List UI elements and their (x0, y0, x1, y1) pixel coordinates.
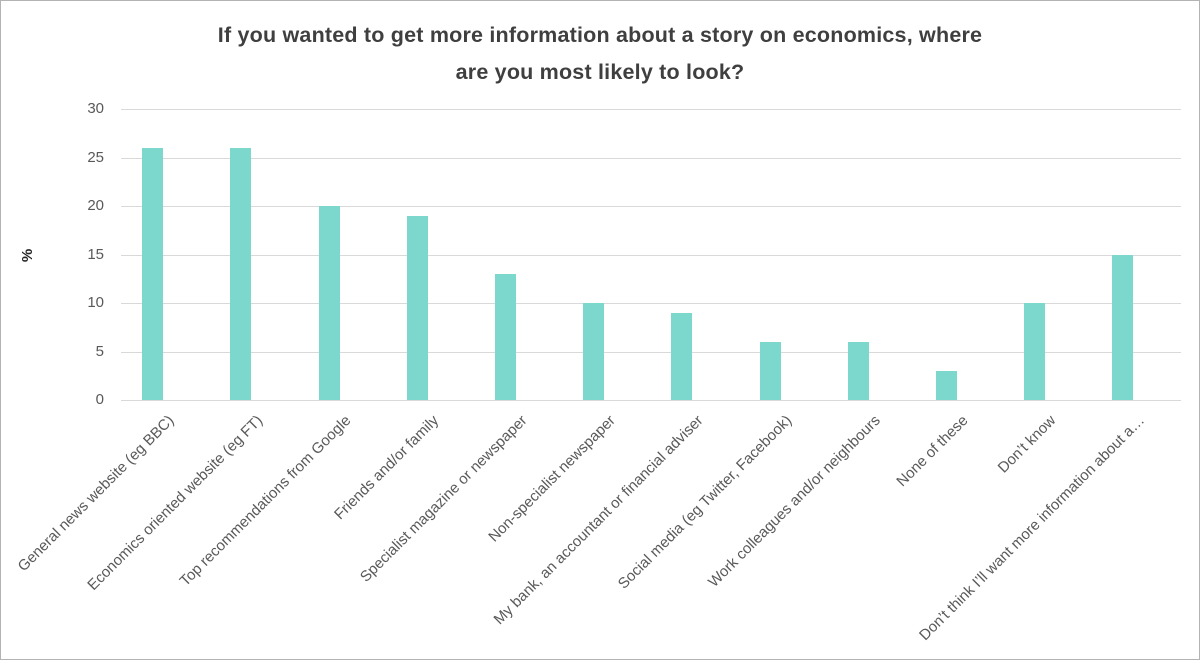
x-category-label-8: Social media (eg Twitter, Facebook) (614, 412, 796, 593)
bar-11 (1024, 303, 1046, 400)
y-tick-label-25: 25 (87, 148, 104, 166)
x-category-label-1: General news website (eg BBC) (14, 412, 178, 575)
bar-4 (406, 215, 428, 400)
bar-8 (759, 341, 781, 400)
y-tick-label-0: 0 (95, 391, 104, 408)
chart-title-line-1: If you wanted to get more information ab… (217, 23, 983, 47)
chart-title-line-2: are you most likely to look? (455, 60, 745, 84)
bar-7 (671, 312, 693, 400)
gridline-y-10 (121, 303, 1181, 304)
bar-10 (936, 370, 957, 400)
y-axis-label: % (19, 248, 37, 263)
x-category-label-3: Top recommendations from Google (176, 412, 355, 590)
gridline-y-20 (121, 206, 1181, 207)
x-category-label-2: Economics oriented website (eg FT) (84, 412, 266, 594)
x-category-label-9: Work colleagues and/or neighbours (704, 412, 884, 591)
x-category-label-10: None of these (893, 412, 972, 491)
y-tick-label-5: 5 (95, 342, 104, 360)
y-tick-label-20: 20 (87, 197, 104, 214)
gridline-y-5 (121, 351, 1181, 353)
bar-1 (142, 147, 164, 400)
gridline-y-30 (121, 109, 1181, 110)
bar-9 (847, 341, 869, 400)
gridline-y-0 (121, 400, 1181, 401)
gridline-y-25 (121, 157, 1181, 159)
x-category-label-5: Specialist magazine or newspaper (356, 412, 531, 586)
x-category-label-11: Don’t know (995, 412, 1060, 477)
bar-12 (1112, 254, 1134, 400)
gridline-y-15 (121, 254, 1181, 256)
y-tick-label-15: 15 (87, 245, 104, 263)
bar-5 (495, 273, 516, 400)
chart-title: If you wanted to get more information ab… (1, 17, 1199, 91)
y-tick-label-10: 10 (87, 294, 104, 311)
bar-6 (583, 303, 605, 400)
bar-2 (230, 147, 252, 400)
y-tick-label-30: 30 (87, 100, 104, 117)
bar-3 (318, 206, 340, 400)
